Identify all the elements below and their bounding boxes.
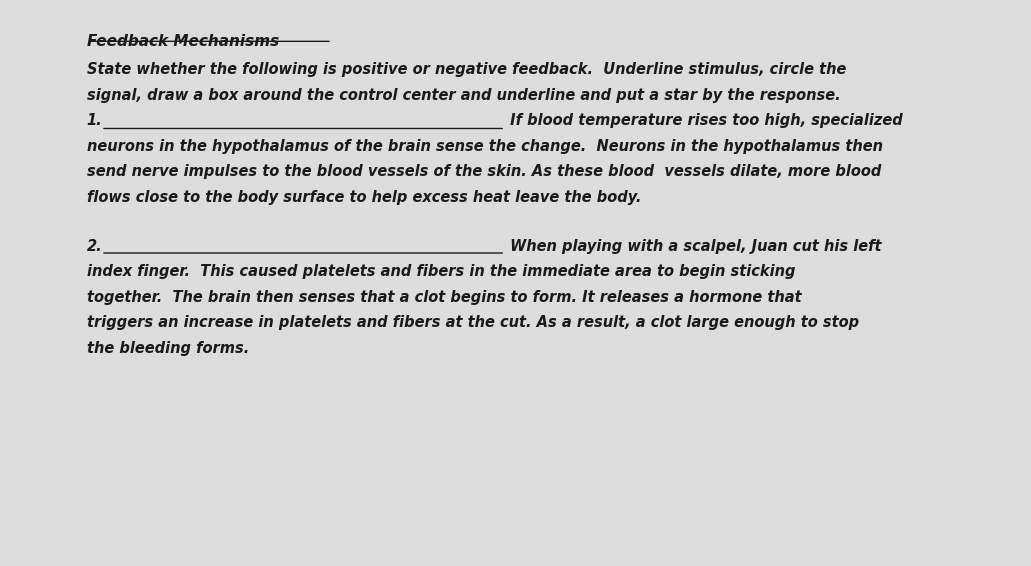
- Text: 2.: 2.: [87, 239, 102, 254]
- Text: flows close to the body surface to help excess heat leave the body.: flows close to the body surface to help …: [87, 190, 641, 205]
- Text: Feedback Mechanisms: Feedback Mechanisms: [87, 34, 278, 49]
- Text: signal, draw a box around the control center and underline and put a star by the: signal, draw a box around the control ce…: [87, 88, 840, 103]
- Text: send nerve impulses to the blood vessels of the skin. As these blood  vessels di: send nerve impulses to the blood vessels…: [87, 164, 880, 179]
- Text: 1.: 1.: [87, 113, 102, 128]
- Text: If blood temperature rises too high, specialized: If blood temperature rises too high, spe…: [505, 113, 903, 128]
- Text: the bleeding forms.: the bleeding forms.: [87, 341, 248, 356]
- Text: When playing with a scalpel, Juan cut his left: When playing with a scalpel, Juan cut hi…: [505, 239, 882, 254]
- Text: index finger.  This caused platelets and fibers in the immediate area to begin s: index finger. This caused platelets and …: [87, 264, 795, 280]
- Text: together.  The brain then senses that a clot begins to form. It releases a hormo: together. The brain then senses that a c…: [87, 290, 801, 305]
- Text: triggers an increase in platelets and fibers at the cut. As a result, a clot lar: triggers an increase in platelets and fi…: [87, 315, 859, 331]
- Text: State whether the following is positive or negative feedback.  Underline stimulu: State whether the following is positive …: [87, 62, 846, 78]
- Text: neurons in the hypothalamus of the brain sense the change.  Neurons in the hypot: neurons in the hypothalamus of the brain…: [87, 139, 883, 154]
